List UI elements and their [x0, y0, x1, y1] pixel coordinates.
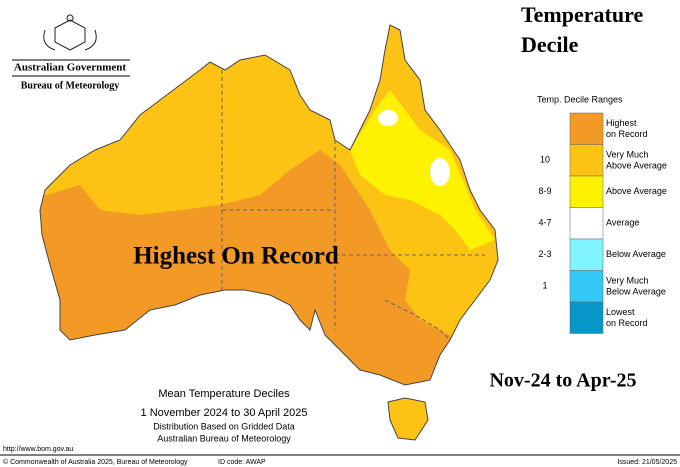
title: Decile: [521, 32, 579, 57]
region-above: [350, 90, 495, 250]
annotation: Highest On Record: [133, 243, 339, 270]
agency: Australian Government: [14, 62, 126, 74]
copyright: © Commonwealth of Australia 2025, Bureau…: [3, 458, 188, 466]
issued: Issued: 21/05/2025: [617, 459, 677, 466]
tasmania: [387, 397, 429, 441]
caption-line: Mean Temperature Deciles: [158, 388, 290, 400]
legend-label: Very Much Below Average: [606, 276, 666, 297]
legend-label: Below Average: [606, 249, 666, 259]
legend-swatch: [569, 207, 604, 240]
legend: Highest on Record 10 Very Much Above Average…: [538, 112, 667, 334]
title: Temperature: [521, 2, 643, 27]
legend-label: Highest on Record: [606, 118, 648, 139]
legend-range: 4-7: [538, 218, 551, 228]
legend-swatch: [569, 175, 604, 208]
url: http://www.bom.gov.au: [3, 446, 73, 453]
legend-swatch: [569, 144, 604, 177]
state-borders: [221, 70, 485, 341]
region-average: [378, 110, 398, 126]
legend-range: 1: [542, 281, 547, 291]
caption: Mean Temperature Deciles 1 November 2024 …: [141, 388, 308, 443]
legend-swatch: [569, 270, 604, 303]
caption-line: Distribution Based on Gridded Data: [153, 421, 295, 431]
legend-range: 2-3: [538, 249, 551, 259]
legend-swatch: [569, 301, 604, 334]
legend-label: Average: [606, 218, 639, 228]
legend-label: Above Average: [606, 186, 667, 196]
legend-swatch: [569, 238, 604, 271]
legend-range: 8-9: [538, 186, 551, 196]
caption-line: Australian Bureau of Meteorology: [157, 433, 291, 443]
caption-line: 1 November 2024 to 30 April 2025: [141, 407, 308, 419]
legend-label: Very Much Above Average: [606, 150, 667, 171]
legend-range: 10: [540, 155, 550, 165]
legend-title: Temp. Decile Ranges: [537, 94, 623, 104]
logo: [43, 14, 97, 51]
legend-label: Lowest on Record: [606, 307, 648, 328]
id-code: ID code: AWAP: [218, 459, 266, 466]
bureau: Bureau of Meteorology: [21, 80, 120, 91]
legend-swatch: [569, 112, 604, 145]
region-average: [430, 158, 450, 186]
annotation: Nov-24 to Apr-25: [489, 370, 636, 392]
